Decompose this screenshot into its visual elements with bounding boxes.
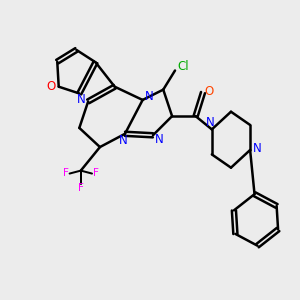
Text: N: N <box>206 116 215 129</box>
Text: N: N <box>145 91 154 103</box>
Text: Cl: Cl <box>178 61 189 74</box>
Text: N: N <box>253 142 262 155</box>
Text: F: F <box>93 168 99 178</box>
Text: N: N <box>119 134 128 147</box>
Text: F: F <box>63 168 68 178</box>
Text: N: N <box>77 93 86 106</box>
Text: O: O <box>47 80 56 93</box>
Text: F: F <box>78 183 84 193</box>
Text: N: N <box>155 133 164 146</box>
Text: O: O <box>205 85 214 98</box>
